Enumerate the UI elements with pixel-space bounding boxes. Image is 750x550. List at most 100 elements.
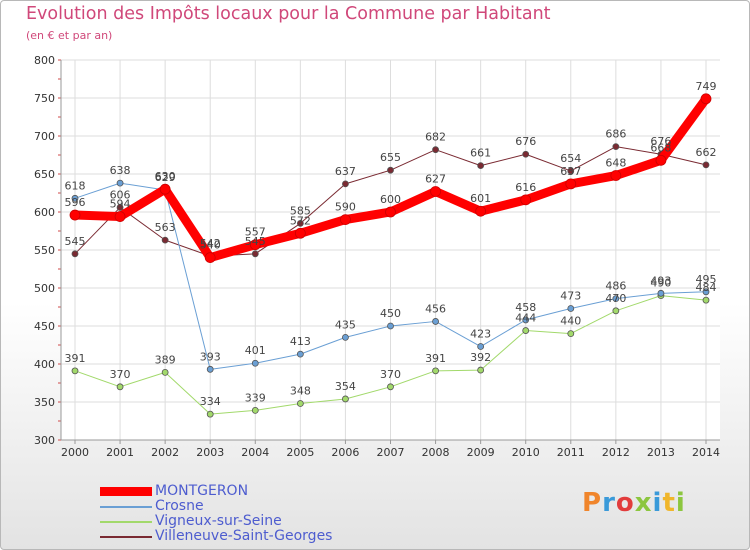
y-tick-label: 350 <box>34 396 55 409</box>
logo-letter: t <box>662 488 676 518</box>
point-villeneuve-saint-georges <box>342 180 349 188</box>
logo-letter: i <box>652 488 663 518</box>
point-crosne <box>432 318 439 325</box>
x-tick-label: 2013 <box>647 446 675 459</box>
point-crosne <box>702 288 710 296</box>
point-villeneuve-saint-georges <box>71 250 79 258</box>
data-label-crosne: 456 <box>425 302 446 315</box>
y-tick-label: 500 <box>34 282 55 295</box>
y-tick-label: 650 <box>34 168 55 181</box>
point-montgeron <box>204 252 216 264</box>
data-label-montgeron: 590 <box>335 201 356 214</box>
x-tick-label: 2001 <box>106 446 134 459</box>
legend-swatch <box>100 487 152 496</box>
data-label-vigneux-sur-seine: 334 <box>200 395 221 408</box>
y-tick-label: 450 <box>34 320 55 333</box>
data-label-montgeron: 627 <box>425 172 446 185</box>
data-label-crosne: 413 <box>290 335 311 348</box>
data-label-crosne: 450 <box>380 307 401 320</box>
y-tick-label: 750 <box>34 92 55 105</box>
data-label-crosne: 493 <box>650 274 671 287</box>
data-labels: 596 594 630 540 557 572 590 600 627 601 616 637 648 6… <box>65 80 717 408</box>
data-label-vigneux-sur-seine: 392 <box>470 351 491 364</box>
data-label-villeneuve-saint-georges: 585 <box>290 204 311 217</box>
data-label-montgeron: 630 <box>155 170 176 183</box>
data-label-villeneuve-saint-georges: 676 <box>515 135 536 148</box>
logo-letter: P <box>582 488 603 518</box>
data-label-montgeron: 540 <box>200 239 221 252</box>
data-label-vigneux-sur-seine: 444 <box>515 312 536 325</box>
point-crosne <box>612 295 620 303</box>
point-montgeron <box>475 205 487 217</box>
data-label-crosne: 423 <box>470 328 491 341</box>
x-tick-label: 2007 <box>377 446 405 459</box>
data-label-montgeron: 596 <box>65 196 86 209</box>
data-label-vigneux-sur-seine: 391 <box>425 352 446 365</box>
logo-letter: o <box>615 488 635 518</box>
point-crosne <box>477 343 485 350</box>
point-villeneuve-saint-georges <box>567 167 575 175</box>
data-label-crosne: 629 <box>155 171 176 184</box>
data-label-crosne: 486 <box>605 280 626 293</box>
legend-swatch <box>100 506 152 508</box>
x-tick-label: 2002 <box>151 446 179 459</box>
data-label-villeneuve-saint-georges: 662 <box>696 146 717 159</box>
data-label-montgeron: 601 <box>470 192 491 205</box>
point-montgeron <box>114 211 126 222</box>
data-label-vigneux-sur-seine: 391 <box>65 352 86 365</box>
data-label-vigneux-sur-seine: 440 <box>560 315 581 328</box>
point-vigneux-sur-seine <box>116 383 124 391</box>
point-montgeron <box>565 178 577 190</box>
point-villeneuve-saint-georges <box>477 162 485 170</box>
legend-swatch <box>100 536 152 538</box>
point-vigneux-sur-seine <box>522 327 530 334</box>
legend-label: Villeneuve-Saint-Georges <box>155 528 333 544</box>
data-label-crosne: 393 <box>200 350 221 363</box>
chart-subtitle: (en € et par an) <box>26 29 113 42</box>
data-label-crosne: 473 <box>560 290 581 303</box>
x-tick-label: 2010 <box>512 446 540 459</box>
point-vigneux-sur-seine <box>702 296 710 304</box>
x-tick-label: 2008 <box>422 446 450 459</box>
y-tick-label: 300 <box>34 434 55 447</box>
point-vigneux-sur-seine <box>387 383 394 391</box>
point-villeneuve-saint-georges <box>702 161 710 169</box>
point-vigneux-sur-seine <box>567 330 575 338</box>
point-villeneuve-saint-georges <box>612 143 620 151</box>
point-crosne <box>342 333 349 341</box>
point-montgeron <box>159 183 171 195</box>
data-label-montgeron: 572 <box>290 214 311 227</box>
chart-title: Evolution des Impôts locaux pour la Comm… <box>26 4 551 24</box>
legend-swatch <box>100 521 152 523</box>
point-villeneuve-saint-georges <box>387 166 394 174</box>
data-label-vigneux-sur-seine: 348 <box>290 385 311 398</box>
point-crosne <box>657 289 665 297</box>
point-villeneuve-saint-georges <box>296 219 304 227</box>
data-label-vigneux-sur-seine: 389 <box>155 353 176 366</box>
data-label-vigneux-sur-seine: 484 <box>696 281 717 294</box>
point-villeneuve-saint-georges <box>432 146 439 154</box>
point-montgeron <box>430 186 441 197</box>
x-tick-label: 2009 <box>467 446 495 459</box>
point-montgeron <box>340 214 351 226</box>
point-vigneux-sur-seine <box>296 400 304 407</box>
point-crosne <box>387 322 394 330</box>
x-tick-label: 2003 <box>196 446 224 459</box>
point-villeneuve-saint-georges <box>251 250 259 258</box>
x-tick-label: 2011 <box>557 446 585 459</box>
proxiti-logo: Proxiti <box>582 488 686 518</box>
data-label-crosne: 458 <box>515 301 536 314</box>
logo-letter: x <box>634 488 653 518</box>
point-crosne <box>567 305 575 312</box>
y-tick-label: 550 <box>34 244 55 257</box>
data-label-montgeron: 594 <box>110 198 131 211</box>
point-montgeron <box>69 209 81 221</box>
x-tick-label: 2014 <box>692 446 720 459</box>
data-label-villeneuve-saint-georges: 637 <box>335 165 356 178</box>
point-montgeron <box>655 154 667 166</box>
point-montgeron <box>385 206 396 218</box>
point-crosne <box>522 316 530 324</box>
point-montgeron <box>610 170 622 181</box>
y-tick-label: 600 <box>34 206 55 219</box>
data-label-villeneuve-saint-georges: 545 <box>245 235 266 248</box>
